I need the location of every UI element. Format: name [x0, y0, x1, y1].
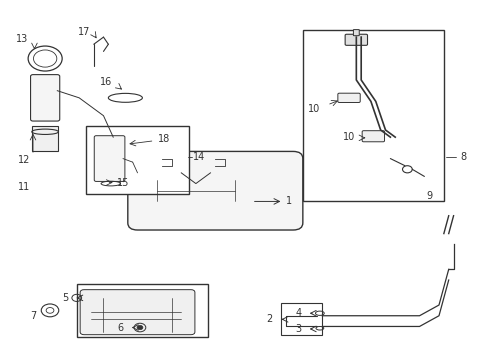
- Text: 12: 12: [18, 156, 30, 165]
- Text: 15: 15: [117, 177, 129, 188]
- Bar: [281, 303, 322, 336]
- Bar: [31, 126, 58, 152]
- Text: 4: 4: [295, 308, 301, 318]
- Text: 5: 5: [61, 293, 68, 303]
- Text: 13: 13: [16, 34, 28, 44]
- Bar: [77, 284, 207, 337]
- FancyBboxPatch shape: [337, 93, 360, 103]
- FancyBboxPatch shape: [345, 34, 367, 45]
- Text: 18: 18: [158, 134, 170, 144]
- Text: 11: 11: [18, 182, 30, 192]
- FancyBboxPatch shape: [30, 75, 60, 121]
- Text: 17: 17: [78, 27, 90, 37]
- Text: 14: 14: [193, 152, 205, 162]
- FancyBboxPatch shape: [127, 152, 302, 230]
- Bar: [86, 126, 188, 194]
- Text: 1: 1: [285, 197, 291, 206]
- Circle shape: [137, 325, 142, 330]
- Text: 10: 10: [307, 104, 319, 113]
- Text: 7: 7: [30, 311, 36, 321]
- FancyBboxPatch shape: [94, 136, 124, 181]
- FancyBboxPatch shape: [80, 290, 195, 335]
- Bar: [302, 30, 443, 202]
- Text: 8: 8: [460, 152, 466, 162]
- Text: 6: 6: [118, 323, 123, 333]
- Text: 16: 16: [100, 77, 112, 87]
- Text: 2: 2: [266, 314, 272, 324]
- Text: 10: 10: [343, 132, 355, 142]
- Text: 3: 3: [295, 324, 301, 334]
- FancyBboxPatch shape: [362, 131, 384, 142]
- FancyBboxPatch shape: [353, 30, 359, 36]
- Text: 9: 9: [426, 191, 432, 201]
